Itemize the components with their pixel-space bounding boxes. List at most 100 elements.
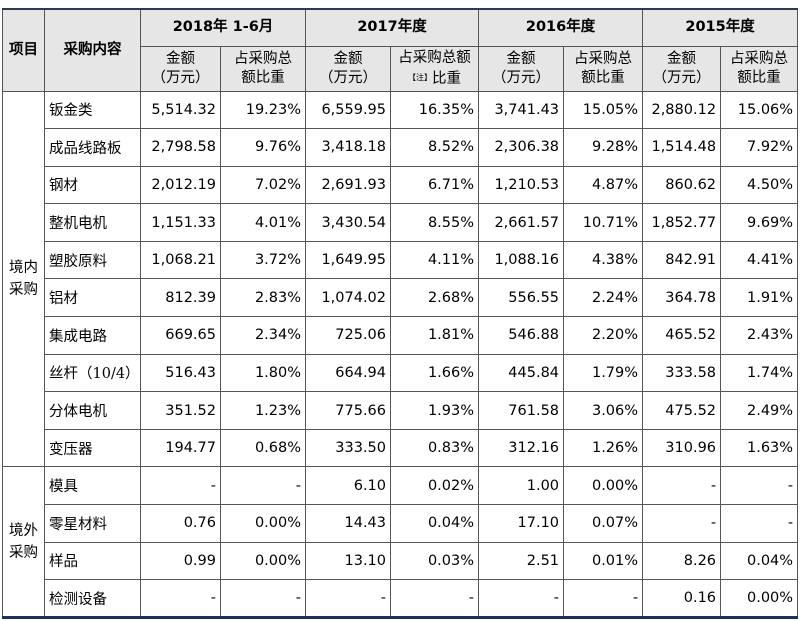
subheader-line: 比重 (432, 70, 462, 87)
subheader: 金额 （万元） (305, 45, 392, 92)
cell: 0.68% (219, 428, 307, 468)
cell: 10.71% (563, 203, 644, 242)
cell: 2,012.19 (140, 165, 221, 205)
cell: 1.79% (563, 353, 644, 393)
row-name: 钣金类 (44, 90, 141, 130)
cell: - (390, 579, 480, 618)
cell: 1,068.21 (140, 240, 221, 280)
row-name: 模具 (44, 466, 141, 506)
cell: 1,514.48 (642, 128, 722, 167)
cell: 351.52 (140, 391, 221, 430)
cell: 1.26% (563, 428, 644, 468)
cell: 664.94 (305, 353, 392, 393)
item-header: 项目 (2, 8, 45, 92)
data-row: 铝材 812.39 2.83% 1,074.02 2.68% 556.55 2.24% 364… (3, 278, 799, 318)
cell: 3,741.43 (478, 90, 565, 130)
cell: 1.63% (720, 428, 799, 468)
subheader: 占采购总额 【注】比重 (390, 45, 480, 92)
subheader-line: （万元） (652, 69, 711, 86)
cell: 0.02% (390, 466, 480, 506)
period-header: 2017年度 (305, 8, 480, 47)
cell: 1,852.77 (642, 203, 722, 242)
row-name: 样品 (44, 541, 141, 581)
cell: 0.07% (563, 504, 644, 543)
row-name: 零星材料 (44, 504, 141, 543)
cell: - (219, 466, 307, 506)
cell: 8.55% (390, 203, 480, 242)
cell: 3.06% (563, 391, 644, 430)
subheader-line: 额比重 (241, 69, 285, 86)
cell: 15.06% (720, 90, 799, 130)
subheader-line: 占采购总 (730, 50, 789, 67)
cell: 1,151.33 (140, 203, 221, 242)
cell: 2.49% (720, 391, 799, 430)
cell: 1.91% (720, 278, 799, 318)
cell: 0.01% (563, 541, 644, 581)
cell: - (720, 504, 799, 543)
group-label: 境内采购 (2, 90, 45, 468)
data-row: 分体电机 351.52 1.23% 775.66 1.93% 761.58 3.06% 475… (3, 391, 799, 430)
subheader: 占采购总 额比重 (720, 45, 799, 92)
row-name: 成品线路板 (44, 128, 141, 167)
cell: 0.99 (140, 541, 221, 581)
data-row: 成品线路板 2,798.58 9.76% 3,418.18 8.52% 2,306.38 9… (3, 128, 799, 167)
cell: 9.69% (720, 203, 799, 242)
row-name: 整机电机 (44, 203, 141, 242)
cell: 6.10 (305, 466, 392, 506)
cell: 1.81% (390, 316, 480, 355)
subheader: 金额 （万元） (478, 45, 565, 92)
cell: 546.88 (478, 316, 565, 355)
subheader-line: 额比重 (581, 69, 625, 86)
cell: - (140, 579, 221, 618)
cell: 6.71% (390, 165, 480, 205)
data-row: 丝杆（10/4） 516.43 1.80% 664.94 1.66% 445.84 1.79… (3, 353, 799, 393)
cell: 0.00% (720, 579, 799, 618)
data-row: 变压器 194.77 0.68% 333.50 0.83% 312.16 1.26% 310.… (3, 428, 799, 468)
period-header: 2015年度 (642, 8, 799, 47)
cell: 0.83% (390, 428, 480, 468)
data-row: 零星材料 0.76 0.00% 14.43 0.04% 17.10 0.07% - - (3, 504, 799, 543)
cell: 333.58 (642, 353, 722, 393)
cell: 1.74% (720, 353, 799, 393)
cell: 2,798.58 (140, 128, 221, 167)
subheader-line: 金额 (667, 50, 697, 67)
cell: 364.78 (642, 278, 722, 318)
cell: 2,691.93 (305, 165, 392, 205)
data-row: 集成电路 669.65 2.34% 725.06 1.81% 546.88 2.20% 465… (3, 316, 799, 355)
row-name: 塑胶原料 (44, 240, 141, 280)
cell: 8.52% (390, 128, 480, 167)
cell: 465.52 (642, 316, 722, 355)
cell: 4.87% (563, 165, 644, 205)
cell: 1.23% (219, 391, 307, 430)
group-label: 境外采购 (2, 466, 45, 618)
cell: 2.34% (219, 316, 307, 355)
cell: 812.39 (140, 278, 221, 318)
cell: 6,559.95 (305, 90, 392, 130)
cell: 8.26 (642, 541, 722, 581)
subheader-line: （万元） (151, 69, 210, 86)
data-row: 钢材 2,012.19 7.02% 2,691.93 6.71% 1,210.53 4.87… (3, 165, 799, 205)
subheader-line: 金额 (333, 50, 363, 67)
row-name: 变压器 (44, 428, 141, 468)
cell: 669.65 (140, 316, 221, 355)
subheader-row: 金额 （万元） 占采购总 额比重 金额 （万元） 占采购总额 【注】比重 金额 （万元） 占采购总额… (3, 45, 799, 92)
cell: - (305, 579, 392, 618)
cell: 4.01% (219, 203, 307, 242)
cell: 3.72% (219, 240, 307, 280)
cell: 475.52 (642, 391, 722, 430)
period-header: 2018年 1-6月 (139, 8, 307, 47)
header-row: 项目 采购内容 2018年 1-6月 2017年度 2016年度 2015年度 (2, 8, 799, 92)
cell: 725.06 (305, 316, 392, 355)
cell: 2.68% (390, 278, 480, 318)
cell: 1.93% (390, 391, 480, 430)
cell: 445.84 (478, 353, 565, 393)
cell: 2,306.38 (478, 128, 565, 167)
cell: - (219, 579, 307, 618)
cell: - (563, 579, 644, 618)
subheader-line: 占采购总 (574, 50, 633, 67)
data-row: 境外采购 模具 - -6.10 0.02% 1.00 0.00% - - (2, 466, 799, 618)
cell: 860.62 (642, 165, 722, 205)
cell: - (140, 466, 221, 506)
cell: 5,514.32 (140, 90, 221, 130)
row-name: 检测设备 (44, 579, 141, 618)
